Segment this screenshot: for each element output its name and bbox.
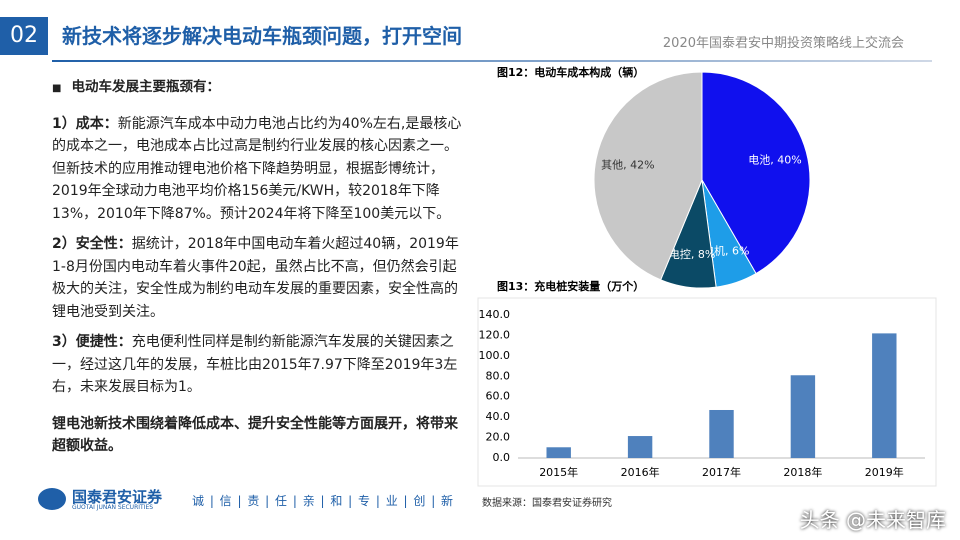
point-lead: 1）成本：	[52, 115, 118, 132]
point-text: 据统计，2018年中国电动车着火超过40辆，2019年1-8月份国内电动车着火事…	[52, 236, 459, 320]
slide-title: 新技术将逐步解决电动车瓶颈问题，打开空间	[62, 24, 462, 48]
slice-label: 电池, 40%	[748, 153, 801, 166]
source: 数据来源：国泰君安证券研究	[482, 498, 612, 509]
heading: 电动车发展主要瓶颈有：	[52, 76, 470, 101]
y-tick-label: 120.0	[479, 328, 511, 341]
divider	[52, 60, 932, 62]
slice-label: 电机, 6%	[703, 244, 749, 258]
chart-title: 图13：充电桩安装量（万个）	[497, 279, 644, 293]
pie-slice	[701, 71, 811, 275]
y-tick-label: 140.0	[479, 308, 511, 321]
point-text: 新能源汽车成本中动力电池占比约为40%左右,是最核心的成本之一，电池成本占比过高…	[52, 115, 462, 222]
y-tick-label: 60.0	[486, 390, 511, 403]
bar	[872, 333, 897, 458]
chart-title: 图12：电动车成本构成（辆）	[497, 65, 644, 79]
company: 国泰君安证券	[72, 488, 163, 506]
bar	[709, 409, 734, 458]
y-tick-label: 0.0	[493, 451, 511, 464]
pie-slice	[593, 71, 703, 281]
company-en: GUOTAI JUNAN SECURITIES	[72, 504, 154, 511]
slice-label: 其他, 42%	[601, 158, 654, 171]
watermark: 头条 @未来智库	[799, 508, 946, 532]
point-text: 充电便利性同样是制约新能源汽车发展的关键因素之一，经过这几年的发展，车桩比由20…	[52, 334, 458, 395]
x-tick-label: 2019年	[865, 465, 904, 479]
x-tick-label: 2016年	[621, 465, 660, 479]
x-tick-label: 2015年	[539, 465, 578, 479]
y-tick-label: 100.0	[479, 349, 511, 362]
event-name: 2020年国泰君安中期投资策略线上交流会	[662, 36, 904, 51]
y-tick-label: 80.0	[486, 369, 511, 382]
bar	[627, 436, 653, 458]
point-lead: 3）便捷性：	[52, 334, 132, 350]
y-tick-label: 40.0	[486, 410, 511, 423]
motto: 诚 | 信 | 责 | 任 | 亲 | 和 | 专 | 业 | 创 | 新	[192, 494, 455, 508]
point-lead: 2）安全性：	[52, 236, 132, 252]
x-tick-label: 2018年	[783, 465, 822, 479]
point: 2）安全性：据统计，2018年中国电动车着火超过40辆，2019年1-8月份国内…	[52, 233, 470, 323]
conclusion: 锂电池新技术围绕着降低成本、提升安全性能等方面展开，将带来超额收益。	[52, 415, 458, 455]
logo	[38, 488, 66, 510]
slice-label: 电控, 8%	[669, 247, 715, 261]
body-text: 电动车发展主要瓶颈有： 1）成本：新能源汽车成本中动力电池占比约为40%左右,是…	[52, 76, 470, 466]
section-number: 02	[0, 17, 48, 55]
bar	[790, 375, 816, 458]
x-tick-label: 2017年	[702, 465, 741, 479]
point: 3）便捷性：充电便利性同样是制约新能源汽车发展的关键因素之一，经过这几年的发展，…	[52, 331, 470, 399]
y-tick-label: 20.0	[486, 431, 511, 444]
point: 1）成本：新能源汽车成本中动力电池占比约为40%左右,是最核心的成本之一，电池成…	[52, 113, 470, 226]
bar	[546, 447, 571, 458]
